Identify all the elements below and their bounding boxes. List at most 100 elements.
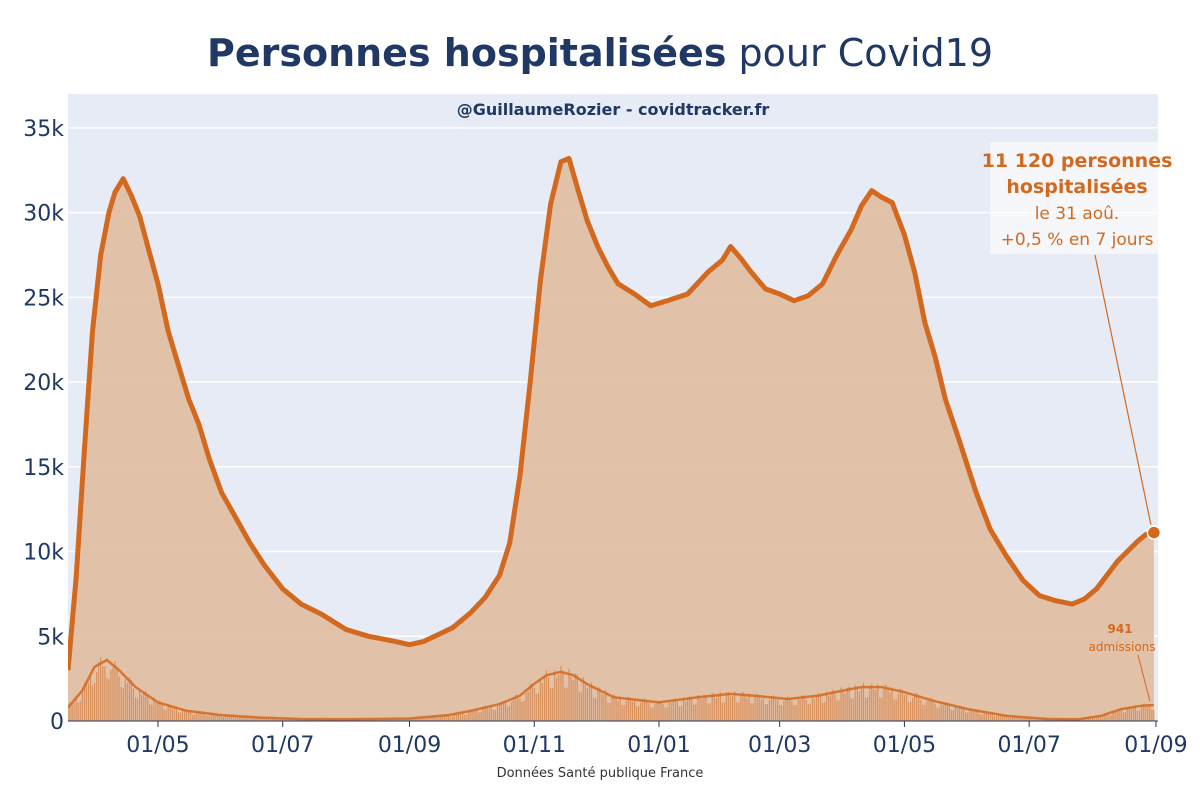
admission-bar xyxy=(276,718,278,721)
admission-bar xyxy=(586,688,588,721)
admission-bar xyxy=(699,698,701,721)
admission-bar xyxy=(94,683,96,721)
admission-bar xyxy=(251,718,253,721)
admission-bar xyxy=(263,718,265,721)
admission-bar xyxy=(807,704,809,721)
admission-bar xyxy=(809,703,811,721)
admission-bar xyxy=(889,692,891,721)
admission-bar xyxy=(642,700,644,721)
admission-bar xyxy=(167,703,169,721)
x-tick-label: 01/05 xyxy=(873,733,936,758)
admission-bar xyxy=(464,714,466,721)
admission-bar xyxy=(1096,717,1098,721)
admission-bar xyxy=(568,668,570,721)
admission-bar xyxy=(1081,719,1083,721)
admission-bar xyxy=(439,715,441,721)
admission-bar xyxy=(758,695,760,721)
admission-bar xyxy=(531,683,533,721)
admission-bar xyxy=(801,695,803,721)
admission-bar xyxy=(1141,705,1143,721)
admission-bar xyxy=(523,700,525,721)
admission-bar xyxy=(777,699,779,721)
admission-bar xyxy=(865,697,867,721)
admission-bar xyxy=(609,703,611,721)
admission-bar xyxy=(942,705,944,721)
admission-bar xyxy=(517,696,519,721)
admission-bar xyxy=(210,714,212,721)
admission-bar xyxy=(505,702,507,721)
admission-bar xyxy=(793,705,795,721)
admission-bar xyxy=(979,714,981,721)
admission-bar xyxy=(580,692,582,721)
admission-bar xyxy=(836,700,838,721)
admission-bar xyxy=(149,704,151,721)
admission-bar xyxy=(995,716,997,721)
admission-bar xyxy=(891,688,893,721)
admission-bar xyxy=(306,719,308,721)
admission-bar xyxy=(954,705,957,721)
admissions-line xyxy=(68,658,1154,721)
y-tick-label: 0 xyxy=(50,710,64,735)
admission-bar xyxy=(901,689,903,721)
admission-bar xyxy=(81,692,83,721)
admission-bar xyxy=(1032,718,1034,721)
admission-bar xyxy=(130,679,132,721)
admission-bar xyxy=(707,703,709,721)
admission-bar xyxy=(650,707,652,721)
admission-bar xyxy=(229,715,231,721)
last-value-annotation: 11 120 personnes hospitalisées le 31 aoû… xyxy=(982,142,1173,540)
admission-bar xyxy=(1002,715,1004,721)
admission-bar xyxy=(570,676,572,721)
admission-bar xyxy=(713,695,715,721)
admission-bar xyxy=(91,685,94,721)
admission-bar xyxy=(537,692,539,721)
admission-bar xyxy=(615,697,617,721)
admission-bar xyxy=(503,704,505,721)
admission-bar xyxy=(413,718,415,721)
admission-bar xyxy=(666,707,668,721)
admission-bar xyxy=(617,700,619,721)
admission-bar xyxy=(948,705,950,721)
admission-bar xyxy=(625,700,627,721)
admission-bar xyxy=(527,691,529,721)
admission-bar xyxy=(703,694,705,721)
admission-bar xyxy=(286,718,288,721)
admission-bar xyxy=(253,717,255,721)
admission-bar xyxy=(732,695,734,721)
admission-bar xyxy=(257,717,259,721)
admission-bar xyxy=(108,679,110,721)
admission-bar xyxy=(237,717,239,721)
admission-bar xyxy=(1038,719,1040,721)
admission-bar xyxy=(482,708,484,721)
admission-bar xyxy=(940,703,942,721)
admission-bar xyxy=(897,693,899,721)
admission-bar xyxy=(458,714,460,721)
admission-bar xyxy=(271,717,274,721)
annotation-line-1: 11 120 personnes xyxy=(982,150,1173,172)
admission-bar xyxy=(1014,716,1016,721)
admission-bar xyxy=(973,711,975,721)
admission-bar xyxy=(456,713,458,721)
admission-bar xyxy=(593,697,595,721)
admission-bar xyxy=(380,719,382,721)
admission-bar xyxy=(862,683,865,721)
admission-bar xyxy=(1118,709,1120,721)
admission-bar xyxy=(576,674,578,721)
admission-bar xyxy=(723,702,726,721)
admission-bar xyxy=(789,698,791,721)
admission-bar xyxy=(509,706,511,721)
admission-bar xyxy=(476,708,478,721)
admission-bars xyxy=(68,657,1155,721)
admission-bar xyxy=(1104,713,1106,721)
admission-bar xyxy=(100,657,102,721)
admission-bar xyxy=(1008,717,1010,721)
admission-bar xyxy=(216,715,218,721)
admission-bar xyxy=(1085,718,1087,721)
admission-bar xyxy=(421,718,423,721)
admission-bar xyxy=(1106,713,1108,721)
admission-bar xyxy=(1083,718,1085,721)
x-tick-label: 01/05 xyxy=(126,733,189,758)
admission-bar xyxy=(730,696,732,721)
admission-bar xyxy=(392,719,394,721)
admission-bar xyxy=(991,712,993,721)
